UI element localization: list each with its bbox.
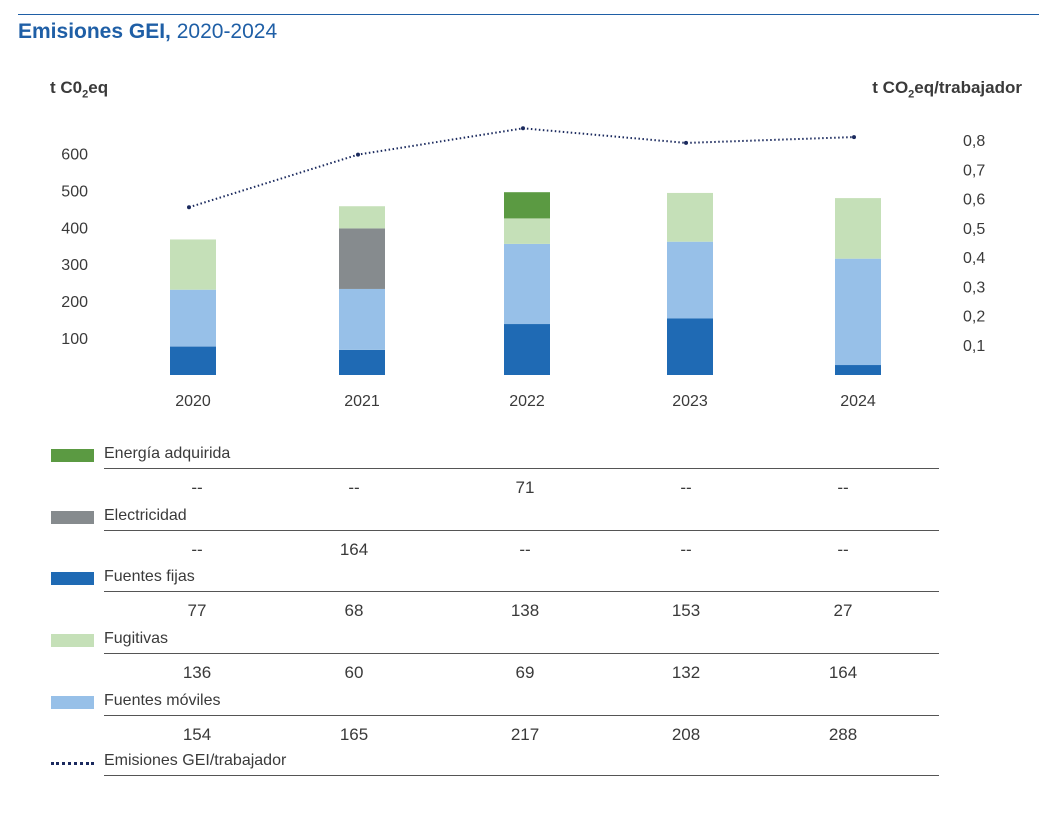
legend-label: Emisiones GEI/trabajador [104,752,287,769]
table-cell-value: -- [191,540,203,559]
y-axis-right-title: t CO2eq/trabajador [872,78,1022,101]
legend-swatch [51,634,94,647]
legend-swatch [51,572,94,585]
legend-row-rule [104,715,939,716]
y2-tick-label: 0,8 [963,133,985,150]
table-cell-value: 68 [344,601,364,620]
y2-tick-label: 0,6 [963,192,985,209]
legend-row-rule [104,591,939,592]
table-cell-value: -- [837,540,849,559]
title-rule [18,14,1039,15]
bar-fugitivas-2023 [667,192,713,242]
x-tick-label: 2023 [672,393,708,410]
legend-swatch [51,511,94,524]
y2-tick-label: 0,7 [963,162,985,179]
y2-tick-label: 0,4 [963,250,985,267]
legend-label: Fugitivas [104,630,169,647]
chart-title: Emisiones GEI, 2020-2024 [18,20,278,43]
bar-fugitivas-2022 [504,218,550,244]
bar-fuentes-fijas-2021 [339,349,385,375]
table-cell-value: 136 [182,663,212,682]
legend-dotted-line-swatch [51,762,94,765]
table-cell-value: -- [191,478,203,497]
line-point-2021 [356,152,360,157]
y-tick-label: 200 [61,294,88,311]
legend-swatch [51,696,94,709]
legend-label: Fuentes fijas [104,568,195,585]
y2-tick-label: 0,2 [963,309,985,326]
y-tick-label: 500 [61,183,88,200]
table-cell-value: 164 [828,663,858,682]
table-cell-value: -- [837,478,849,497]
legend-label: Electricidad [104,507,187,524]
x-tick-label: 2024 [840,393,876,410]
table-cell-value: 60 [344,663,364,682]
legend-label: Fuentes móviles [104,692,221,709]
legend-row-rule [104,468,939,469]
legend-row-rule [104,775,939,776]
bar-fuentes-fijas-2023 [667,318,713,375]
y2-tick-label: 0,5 [963,221,985,238]
bar-fuentes-fijas-2024 [835,365,881,375]
table-cell-value: 71 [515,478,535,497]
table-cell-value: -- [680,540,692,559]
legend-row-rule [104,653,939,654]
chart-plot: 100 200 300 400 500 600 0,1 0,2 0,3 0,4 0,5 0,6 0,7 0… [61,126,985,410]
table-cell-value: 138 [510,601,540,620]
table-cell-value: 217 [510,725,540,744]
table-cell-value: 153 [671,601,701,620]
table-cell-value: 132 [671,663,701,682]
line-point-2024 [852,135,856,140]
table-cell-value: 165 [339,725,369,744]
table-cell-value: 77 [187,601,207,620]
table-cell-value: 27 [833,601,853,620]
bar-fuentes-fijas-2020 [170,346,216,375]
line-point-2023 [684,140,688,145]
table-cell-value: 154 [182,725,212,744]
line-point-2022 [521,126,525,131]
bar-fugitivas-2024 [835,198,881,259]
table-cell-value: -- [348,478,360,497]
y2-tick-label: 0,3 [963,279,985,296]
y-tick-label: 300 [61,257,88,274]
bar-fuentes-m-viles-2023 [667,241,713,319]
bar-fugitivas-2020 [170,239,216,290]
legend-row-rule [104,530,939,531]
bar-fugitivas-2021 [339,206,385,229]
table-cell-value: 208 [671,725,701,744]
bar-fuentes-m-viles-2020 [170,289,216,347]
bar-fuentes-m-viles-2021 [339,288,385,350]
bar-fuentes-m-viles-2022 [504,243,550,325]
table-cell-value: 164 [339,540,369,559]
table-cell-value: -- [519,540,531,559]
table-cell-value: -- [680,478,692,497]
bar-fuentes-fijas-2022 [504,324,550,375]
x-tick-label: 2021 [344,393,380,410]
x-tick-label: 2020 [175,393,211,410]
legend-swatch [51,449,94,462]
y-axis-left-title: t C02eq [50,78,109,101]
bar-fuentes-m-viles-2024 [835,258,881,366]
bar-energ-a-adquirida-2022 [504,192,550,219]
legend-label: Energía adquirida [104,445,231,462]
y2-tick-label: 0,1 [963,338,985,355]
line-point-2020 [187,205,191,210]
table-cell-value: 69 [515,663,535,682]
y-tick-label: 600 [61,146,88,163]
x-tick-label: 2022 [509,393,545,410]
bar-electricidad-2021 [339,228,385,289]
y-tick-label: 100 [61,331,88,348]
y-tick-label: 400 [61,220,88,237]
table-cell-value: 288 [828,725,858,744]
